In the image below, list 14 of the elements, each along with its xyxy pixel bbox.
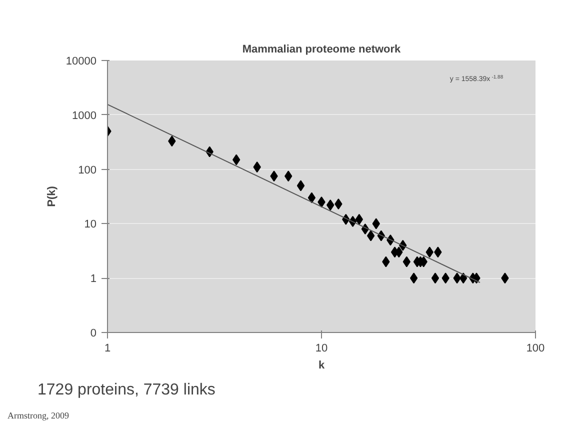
- y-axis-title: P(k): [46, 186, 58, 207]
- x-tick-label: 1: [104, 342, 111, 354]
- y-tick-label: 1: [90, 273, 97, 286]
- x-tick-label: 100: [526, 342, 545, 354]
- chart-title: Mammalian proteome network: [242, 44, 402, 56]
- text: 1729 proteins, 7739 links: [38, 382, 216, 398]
- y-tick-label: 0: [90, 328, 97, 340]
- y-tick-label: 1000: [72, 110, 97, 122]
- text: Armstrong, 2009: [8, 410, 70, 420]
- x-axis-title: k: [318, 360, 326, 372]
- x-tick-label: 10: [315, 342, 328, 354]
- y-tick-label: 10000: [66, 56, 97, 68]
- y-tick-label: 10: [84, 218, 97, 231]
- y-tick-label: 100: [78, 164, 97, 176]
